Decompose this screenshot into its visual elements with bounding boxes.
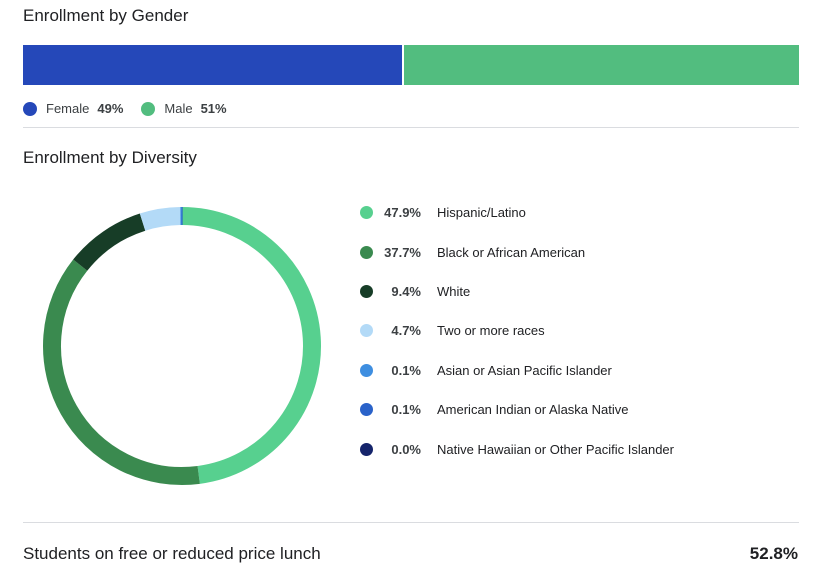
gender-legend: Female 49% Male 51% [23, 101, 245, 116]
diversity-legend-label: Asian or Asian Pacific Islander [437, 362, 612, 378]
donut-slice-1 [43, 259, 200, 485]
diversity-legend-percent: 37.7% [384, 244, 421, 260]
diversity-legend-label: Two or more races [437, 323, 545, 339]
lunch-value: 52.8% [749, 544, 798, 563]
diversity-legend-label: Hispanic/Latino [437, 205, 526, 221]
diversity-legend-item: 4.7% Two or more races [360, 311, 674, 350]
legend-dot-icon [141, 101, 156, 116]
lunch-label: Students on free or reduced price lunch [23, 544, 321, 563]
diversity-legend-item: 47.9% Hispanic/Latino [360, 193, 674, 232]
donut-slice-2 [73, 213, 146, 271]
diversity-legend-percent: 4.7% [391, 323, 421, 339]
section-divider [23, 127, 799, 128]
diversity-legend-item: 0.1% American Indian or Alaska Native [360, 390, 674, 429]
donut-slice-0 [181, 207, 321, 484]
legend-dot-icon [360, 324, 373, 338]
diversity-legend-percent: 0.0% [391, 441, 421, 457]
diversity-legend-item: 0.0% Native Hawaiian or Other Pacific Isl… [360, 429, 674, 468]
legend-dot-icon [360, 403, 373, 417]
diversity-legend-item: 0.1% Asian or Asian Pacific Islander [360, 351, 674, 390]
gender-legend-percent: 49% [97, 101, 124, 116]
diversity-legend-percent: 0.1% [391, 402, 421, 418]
section-divider [23, 522, 799, 523]
diversity-legend-percent: 9.4% [391, 283, 421, 299]
legend-dot-icon [360, 206, 373, 220]
donut-slice-3 [139, 207, 181, 231]
gender-bar-female [23, 45, 403, 85]
gender-bar-chart [23, 45, 799, 85]
diversity-legend-percent: 47.9% [384, 205, 421, 221]
gender-legend-item: Female 49% [23, 101, 123, 116]
diversity-legend: 47.9% Hispanic/Latino 37.7% Black or Africa… [360, 193, 674, 469]
legend-dot-icon [360, 245, 373, 259]
gender-legend-label: Female [46, 101, 90, 116]
diversity-legend-percent: 0.1% [391, 362, 421, 378]
diversity-legend-label: White [437, 283, 471, 299]
diversity-legend-item: 37.7% Black or African American [360, 232, 674, 271]
diversity-legend-label: Black or African American [437, 244, 586, 260]
gender-bar-male [402, 45, 799, 85]
diversity-donut-chart [43, 207, 321, 485]
gender-legend-label: Male [164, 101, 193, 116]
gender-section-title: Enrollment by Gender [23, 6, 189, 25]
legend-dot-icon [360, 363, 373, 377]
legend-dot-icon [23, 101, 37, 116]
gender-legend-percent: 51% [200, 101, 227, 116]
legend-dot-icon [360, 284, 373, 298]
diversity-legend-label: Native Hawaiian or Other Pacific Islande… [437, 441, 674, 457]
diversity-section-title: Enrollment by Diversity [23, 148, 197, 167]
gender-legend-item: Male 51% [141, 101, 227, 116]
diversity-legend-label: American Indian or Alaska Native [437, 402, 629, 418]
legend-dot-icon [360, 442, 373, 456]
diversity-legend-item: 9.4% White [360, 272, 674, 311]
